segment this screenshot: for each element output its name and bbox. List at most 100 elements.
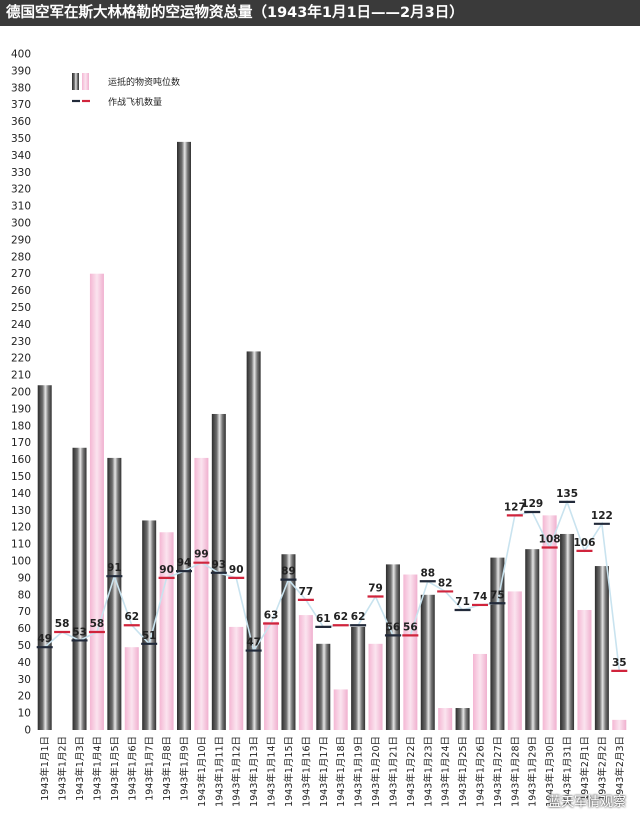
data-label: 51 (142, 630, 157, 642)
data-label: 62 (351, 611, 366, 623)
y-tick-label: 290 (11, 234, 31, 246)
data-label: 56 (403, 621, 418, 633)
x-tick-label: 1943年1月24日 (440, 736, 452, 807)
data-label: 82 (438, 577, 453, 589)
y-tick-label: 50 (18, 640, 31, 652)
data-label: 71 (455, 596, 470, 608)
y-tick-label: 250 (11, 302, 31, 314)
data-label: 108 (539, 533, 561, 545)
data-label: 127 (504, 501, 526, 513)
x-tick-label: 1943年1月16日 (300, 736, 312, 807)
y-tick-label: 0 (24, 725, 31, 737)
y-tick-label: 300 (11, 218, 31, 230)
x-tick-label: 1943年1月22日 (405, 736, 417, 807)
legend-label-aircraft: 作战飞机数量 (108, 96, 162, 108)
supply-bar (560, 533, 575, 730)
y-tick-label: 180 (11, 420, 31, 432)
x-tick-label: 1943年1月3日 (74, 736, 86, 801)
data-label: 77 (299, 586, 314, 598)
y-tick-label: 200 (11, 387, 31, 399)
x-axis: 1943年1月1日 1943年1月2日 1943年1月3日 1943年1月4日 1943… (39, 736, 626, 807)
data-label: 89 (281, 566, 296, 578)
aircraft-count-bar (333, 689, 348, 730)
data-label: 99 (194, 549, 209, 561)
y-tick-label: 350 (11, 133, 31, 145)
x-tick-label: 1943年2月3日 (614, 736, 626, 801)
x-tick-label: 1943年1月15日 (283, 736, 295, 807)
aircraft-count-bar (612, 719, 627, 730)
data-label: 129 (521, 498, 543, 510)
y-tick-label: 340 (11, 150, 31, 162)
x-tick-label: 1943年1月12日 (231, 736, 243, 807)
y-tick-label: 160 (11, 454, 31, 466)
aircraft-line-layer (36, 499, 628, 672)
y-tick-label: 330 (11, 167, 31, 179)
y-tick-label: 220 (11, 353, 31, 365)
x-tick-label: 1943年1月31日 (562, 736, 574, 807)
supply-bar (246, 351, 261, 730)
y-tick-label: 140 (11, 488, 31, 500)
x-tick-label: 1943年1月26日 (475, 736, 487, 807)
data-label: 63 (264, 610, 279, 622)
y-tick-label: 20 (18, 691, 31, 703)
x-tick-label: 1943年1月11日 (213, 736, 225, 807)
y-tick-label: 360 (11, 116, 31, 128)
aircraft-count-bar (89, 273, 104, 730)
data-label: 93 (212, 559, 227, 571)
y-tick-label: 210 (11, 370, 31, 382)
x-tick-label: 1943年1月1日 (39, 736, 51, 801)
y-tick-label: 170 (11, 437, 31, 449)
aircraft-count-bar (229, 626, 244, 730)
aircraft-count-bar (194, 457, 209, 730)
data-label: 94 (177, 557, 192, 569)
aircraft-count-bar (264, 621, 279, 730)
x-tick-label: 1943年1月28日 (509, 736, 521, 807)
data-label: 58 (90, 618, 105, 630)
aircraft-count-bar (159, 532, 174, 730)
x-tick-label: 1943年1月27日 (492, 736, 504, 807)
data-label: 53 (72, 626, 87, 638)
supply-bar (455, 708, 470, 730)
supply-bar (525, 549, 540, 730)
x-tick-label: 1943年1月23日 (422, 736, 434, 807)
x-tick-label: 1943年1月7日 (144, 736, 156, 801)
aircraft-count-bar (403, 574, 418, 730)
x-tick-label: 1943年1月25日 (457, 736, 469, 807)
supply-bar (72, 447, 87, 730)
y-tick-label: 10 (18, 708, 31, 720)
y-tick-label: 230 (11, 336, 31, 348)
aircraft-count-bar (473, 653, 487, 730)
x-tick-label: 1943年1月13日 (248, 736, 260, 807)
watermark: 蓝天军情观察 (547, 795, 626, 810)
y-axis: 0 10 20 30 40 50 60 70 80 90 100 110 120 130 140 150 160… (11, 49, 31, 737)
y-tick-label: 30 (18, 674, 31, 686)
supply-bar (351, 626, 366, 730)
aircraft-line (44, 499, 621, 671)
data-label: 56 (386, 621, 401, 633)
legend-swatch-supply (72, 73, 79, 90)
supply-bar (177, 141, 191, 730)
y-tick-label: 130 (11, 505, 31, 517)
aircraft-count-bar (298, 615, 313, 730)
supply-bar (420, 594, 435, 730)
data-label: 90 (229, 564, 244, 576)
supply-bar (316, 643, 331, 730)
x-tick-label: 1943年1月18日 (335, 736, 347, 807)
y-tick-label: 270 (11, 268, 31, 280)
legend-swatch-aircraft-bar (82, 73, 89, 90)
y-tick-label: 380 (11, 82, 31, 94)
stalingrad-airlift-chart: 0 10 20 30 40 50 60 70 80 90 100 110 120 130 140 150 160… (11, 49, 628, 807)
aircraft-count-bar (124, 647, 139, 730)
data-label: 90 (159, 564, 174, 576)
x-tick-label: 1943年1月10日 (196, 736, 208, 807)
data-label: 74 (473, 591, 488, 603)
x-tick-label: 1943年1月20日 (370, 736, 382, 807)
data-label: 35 (612, 657, 627, 669)
x-tick-label: 1943年1月21日 (387, 736, 399, 807)
legend-label-supply: 运抵的物资吨位数 (108, 76, 180, 88)
supply-bar (385, 564, 400, 730)
aircraft-count-bar (507, 591, 522, 730)
y-tick-label: 70 (18, 606, 31, 618)
bars-layer (37, 141, 627, 730)
